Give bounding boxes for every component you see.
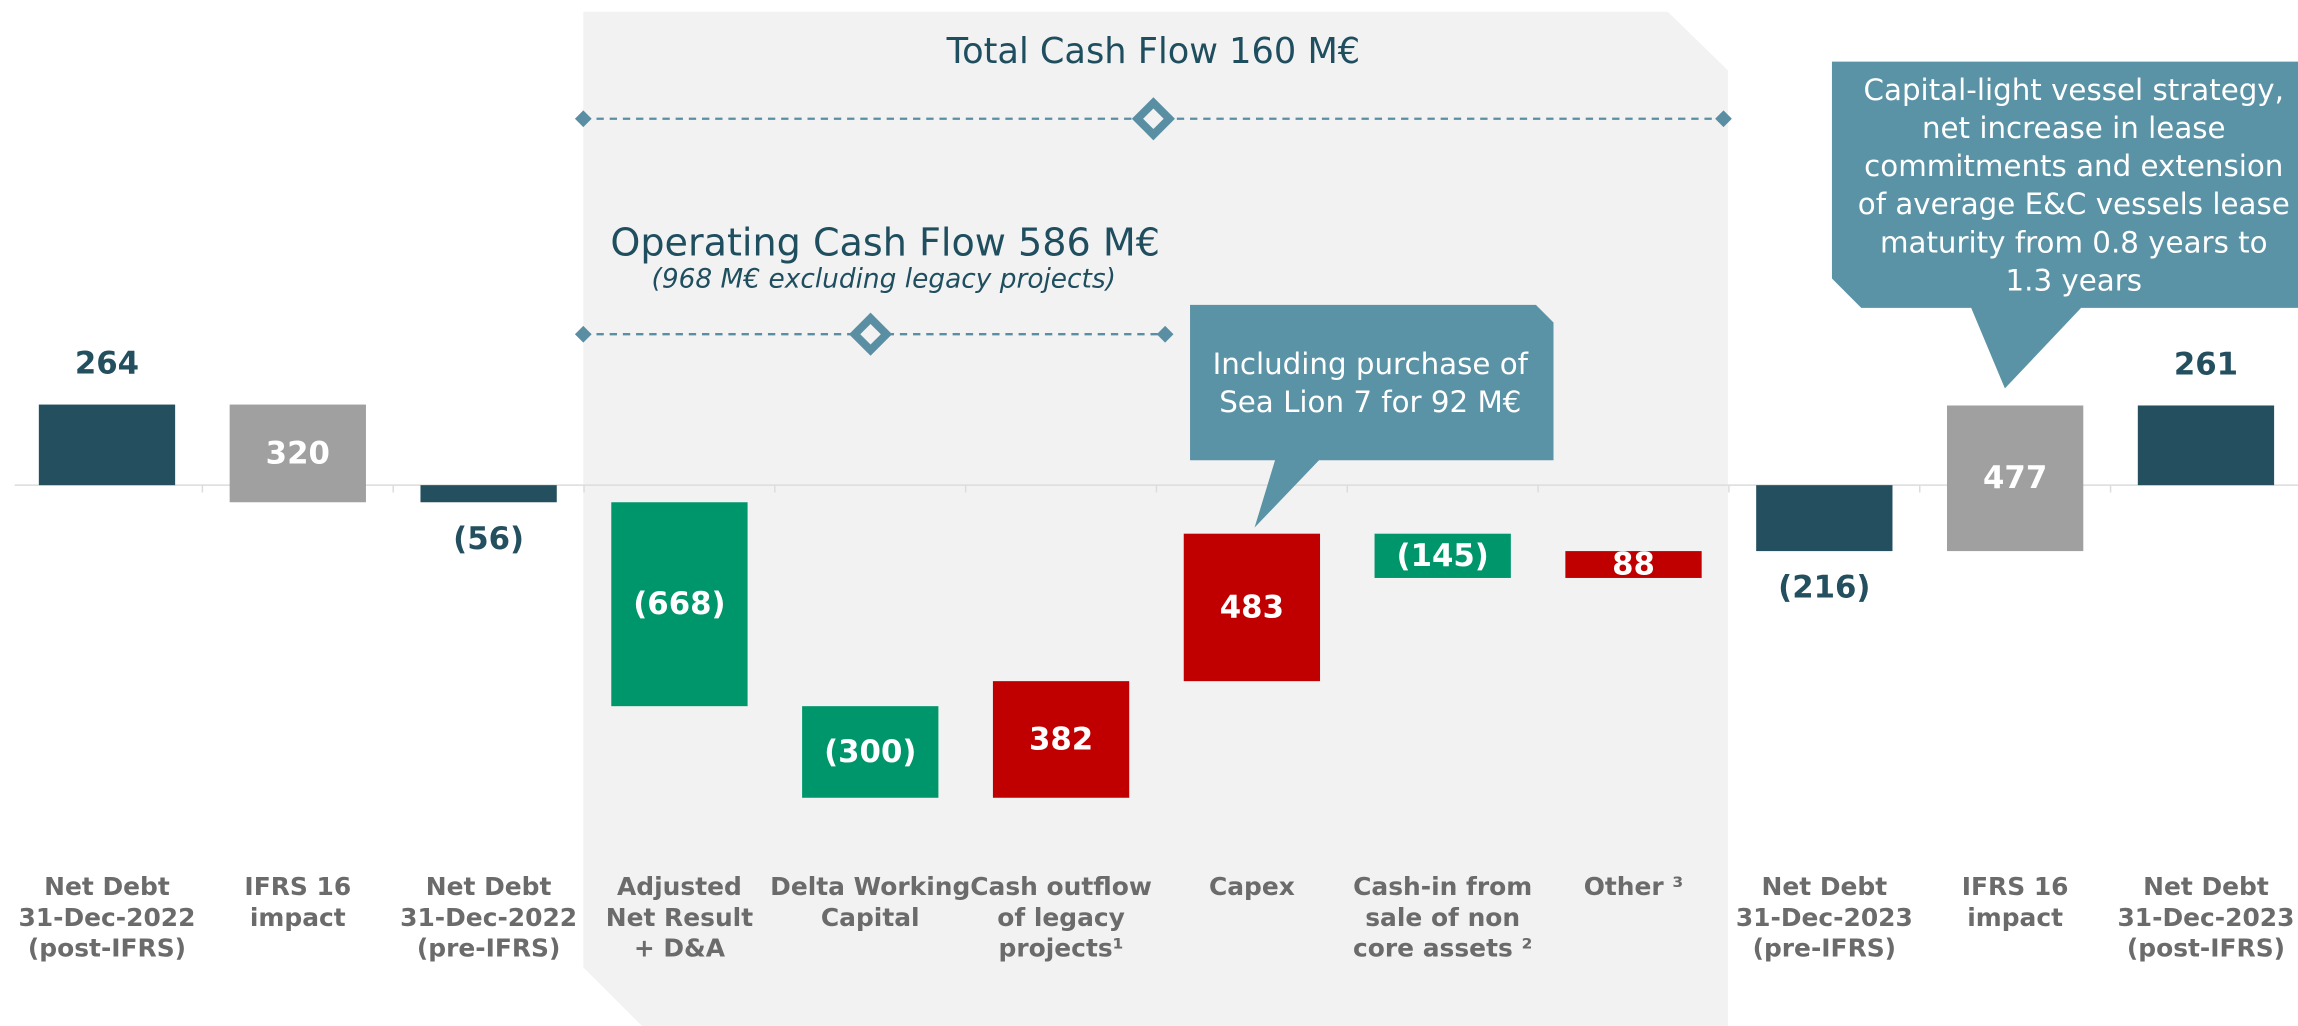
category-line: Adjusted	[617, 872, 742, 901]
category-line: IFRS 16	[1962, 872, 2069, 901]
category-line: Net Debt	[44, 872, 170, 901]
category-line: impact	[250, 903, 346, 932]
bar	[1374, 533, 1511, 578]
operating-note: (968 M€ excluding legacy projects)	[652, 264, 1116, 294]
bar	[802, 706, 939, 798]
category-label: IFRS 16 impact	[244, 872, 351, 932]
category-line: Other ³	[1584, 872, 1684, 901]
category-label: Net Debt 31-Dec-2023 (pre-IFRS)	[1736, 872, 1913, 963]
bar	[1183, 533, 1321, 682]
callout-line: 1.3 years	[2006, 263, 2143, 297]
value-label: 320	[266, 435, 330, 471]
category-label: Net Debt 31-Dec-2022 (pre-IFRS)	[400, 872, 577, 963]
operating-cash-flow-label: Operating Cash Flow 586 M€	[610, 220, 1160, 264]
category-line: sale of non	[1365, 903, 1520, 932]
bar	[420, 485, 557, 503]
bar	[1565, 551, 1702, 578]
category-label: Delta Working Capital	[770, 872, 970, 932]
operating-cash-flow-bracket	[574, 312, 1174, 356]
diamond	[574, 110, 592, 128]
category-line: + D&A	[634, 934, 726, 963]
category-line: 31-Dec-2022	[400, 903, 577, 932]
bar	[229, 404, 366, 503]
value-label: (668)	[633, 586, 725, 622]
category-line: impact	[1967, 903, 2063, 932]
category-line: (pre-IFRS)	[417, 934, 561, 963]
category-line: Net Debt	[2143, 872, 2269, 901]
value-label: (216)	[1778, 570, 1870, 606]
bar	[38, 404, 176, 486]
category-label: Net Debt 31-Dec-2023 (post-IFRS)	[2117, 872, 2294, 963]
category-line: Cash outflow	[970, 872, 1152, 901]
category-line: Net Debt	[426, 872, 552, 901]
callout-line: Capital-light vessel strategy,	[1864, 72, 2284, 106]
bar	[1946, 405, 2084, 552]
bar	[2137, 405, 2275, 486]
diamond	[1715, 110, 1732, 128]
category-line: 31-Dec-2023	[1736, 903, 1913, 932]
category-label: Net Debt 31-Dec-2022 (post-IFRS)	[18, 872, 195, 963]
category-line: 31-Dec-2022	[18, 903, 195, 932]
category-line: Net Result	[606, 903, 753, 932]
category-line: Net Debt	[1762, 872, 1888, 901]
callout-line: commitments and extension	[1864, 149, 2283, 183]
callout-line: Including purchase of	[1213, 346, 1529, 380]
category-line: (post-IFRS)	[2127, 934, 2285, 963]
bar	[992, 681, 1130, 798]
category-line: Capital	[821, 903, 920, 932]
value-label: (300)	[824, 734, 916, 770]
category-line: 31-Dec-2023	[2117, 903, 2294, 932]
category-label: IFRS 16 impact	[1962, 872, 2069, 932]
category-line: (pre-IFRS)	[1753, 934, 1897, 963]
lease-callout-box	[1831, 61, 2298, 389]
category-label: Capex	[1209, 872, 1295, 901]
category-line: projects¹	[999, 934, 1124, 963]
category-line: Cash-in from	[1353, 872, 1532, 901]
value-label: 264	[75, 345, 139, 381]
value-label: 382	[1029, 721, 1093, 757]
category-label: Cash-in from sale of non core assets ²	[1353, 872, 1532, 963]
category-line: core assets ²	[1353, 934, 1532, 963]
callout-line: of average E&C vessels lease	[1858, 187, 2290, 221]
value-label: (56)	[453, 521, 524, 557]
bar	[1756, 485, 1893, 552]
lease-callout: Capital-light vessel strategy, net increa…	[1858, 72, 2290, 297]
callout-line: maturity from 0.8 years to	[1880, 225, 2268, 259]
value-label: (145)	[1397, 538, 1489, 574]
capex-callout: Including purchase of Sea Lion 7 for 92 M…	[1213, 346, 1529, 418]
value-label: 483	[1220, 589, 1284, 625]
shaded-region	[583, 11, 1728, 1026]
category-label: Cash outflow of legacy projects¹	[970, 872, 1152, 963]
value-label: 261	[2174, 346, 2238, 382]
category-line: Capex	[1209, 872, 1295, 901]
value-label: 477	[1983, 460, 2047, 496]
diamond	[574, 325, 592, 343]
total-cash-flow-label: Total Cash Flow 160 M€	[946, 31, 1361, 72]
capex-callout-box	[1190, 304, 1554, 528]
bar	[611, 502, 748, 707]
category-line: of legacy	[997, 903, 1125, 932]
category-label: Other ³	[1584, 872, 1684, 901]
value-label: 88	[1612, 546, 1655, 582]
category-line: (post-IFRS)	[28, 934, 186, 963]
callout-line: Sea Lion 7 for 92 M€	[1219, 385, 1521, 419]
total-cash-flow-bracket	[574, 97, 1732, 141]
category-line: IFRS 16	[244, 872, 351, 901]
diamond	[1156, 325, 1174, 343]
callout-line: net increase in lease	[1922, 111, 2226, 145]
category-label: Adjusted Net Result + D&A	[606, 872, 753, 963]
category-line: Delta Working	[770, 872, 970, 901]
